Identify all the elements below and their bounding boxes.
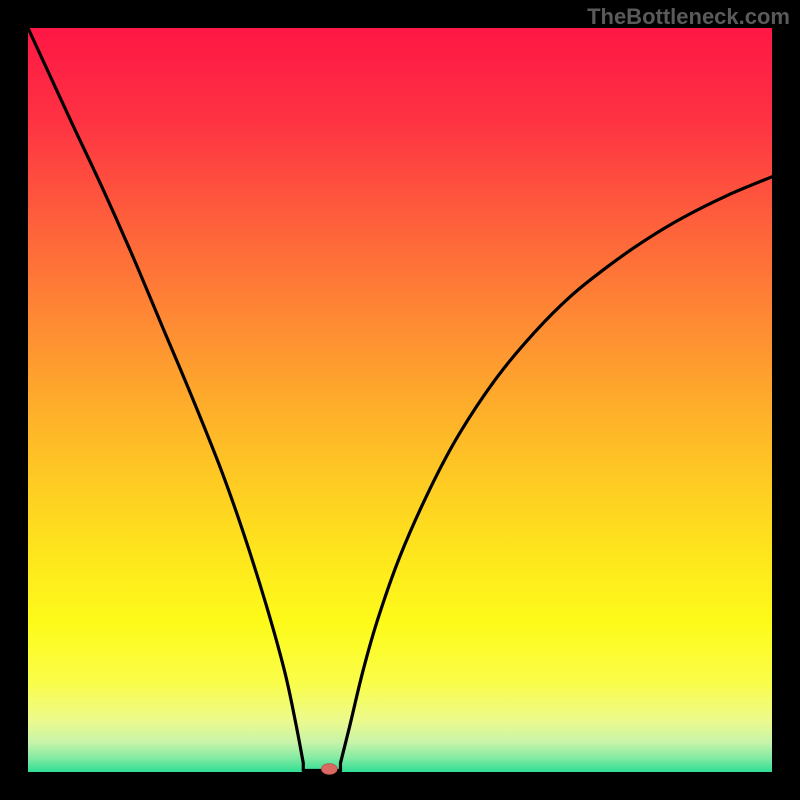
plot-background	[28, 28, 772, 772]
watermark-text: TheBottleneck.com	[587, 4, 790, 30]
bottleneck-chart: TheBottleneck.com	[0, 0, 800, 800]
chart-svg	[0, 0, 800, 800]
optimal-point-marker	[321, 764, 337, 775]
